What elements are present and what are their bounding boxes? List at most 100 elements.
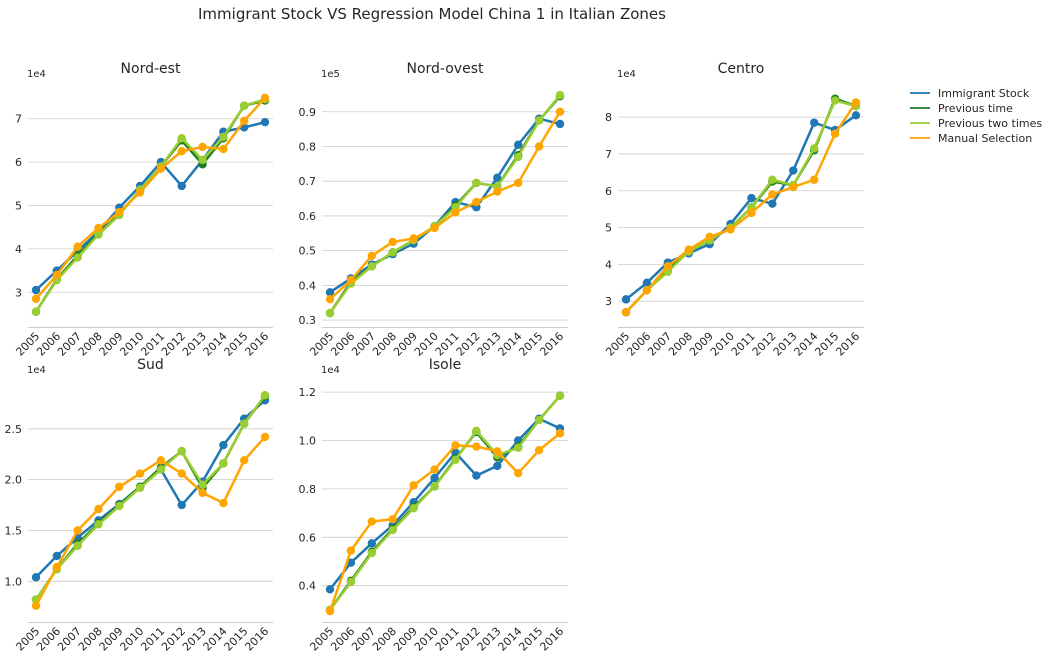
series-line [329, 111, 562, 301]
series-2 [621, 96, 861, 317]
data-point [260, 93, 270, 103]
data-point [472, 442, 481, 451]
data-point [663, 262, 673, 271]
data-point [621, 308, 631, 317]
data-point [493, 447, 502, 456]
data-point [198, 488, 207, 498]
data-point [367, 251, 377, 261]
y-tick-label: 1.2 [299, 386, 317, 399]
data-point [31, 601, 41, 610]
data-point [115, 207, 124, 217]
data-point [260, 432, 270, 442]
data-point [219, 440, 228, 450]
series-line [34, 99, 266, 313]
data-point [621, 295, 631, 304]
data-point [726, 225, 735, 234]
data-point [73, 253, 82, 262]
legend-label: Previous time [938, 102, 1013, 115]
data-point [198, 142, 207, 152]
y-tick-label: 0.4 [299, 580, 317, 593]
x-tick-label: 2016 [833, 330, 862, 359]
data-point [534, 415, 544, 425]
y-tick-label: 2.0 [5, 474, 23, 487]
y-tick-label: 5 [605, 222, 612, 235]
data-point [789, 166, 798, 175]
y-tick-label: 2.5 [5, 423, 23, 436]
data-point [555, 90, 565, 100]
series-1 [325, 91, 565, 318]
data-point [642, 285, 652, 295]
y-tick-label: 1.0 [5, 575, 23, 588]
data-point [493, 187, 502, 196]
data-point [94, 230, 103, 239]
data-point [534, 116, 544, 125]
data-point [451, 441, 460, 450]
data-point [325, 585, 335, 594]
data-point [239, 116, 249, 126]
legend-label: Previous two times [938, 117, 1042, 130]
data-point [555, 391, 565, 400]
data-point [367, 539, 377, 548]
y-tick-label: 0.6 [299, 531, 317, 544]
data-point [367, 262, 377, 271]
data-point [388, 248, 397, 257]
data-point [642, 278, 652, 288]
data-point [177, 446, 186, 456]
y-tick-label: 0.5 [299, 245, 317, 258]
y-tick-label: 0.9 [299, 106, 317, 119]
subplot-2: 3456782005200620072008200920102011201220… [603, 61, 864, 359]
data-point [409, 234, 418, 243]
series-2 [325, 90, 565, 318]
data-point [325, 308, 335, 318]
data-point [198, 480, 207, 489]
series-1 [31, 392, 270, 604]
series-line [34, 394, 267, 601]
x-tick-label: 2016 [242, 625, 271, 654]
y-tick-label: 6 [605, 185, 612, 198]
data-point [219, 132, 228, 142]
data-point [31, 294, 41, 303]
data-point [367, 517, 377, 526]
data-point [555, 107, 565, 116]
subplot-1: 0.30.40.50.60.70.80.92005200620072008200… [299, 61, 568, 359]
y-exponent-label: 1e4 [27, 365, 46, 376]
data-point [177, 181, 186, 191]
data-point [177, 134, 186, 143]
figure-title: Immigrant Stock VS Regression Model Chin… [198, 5, 666, 23]
data-point [73, 242, 82, 251]
y-exponent-label: 1e4 [27, 69, 46, 80]
series-line [328, 94, 561, 314]
data-point [513, 178, 523, 188]
data-point [513, 443, 523, 452]
data-point [451, 455, 460, 465]
subplot-0: 3456720052006200720082009201020112012201… [13, 61, 273, 359]
data-point [430, 465, 439, 474]
data-point [135, 188, 145, 197]
series-line [35, 97, 266, 300]
y-tick-label: 5 [15, 200, 22, 213]
series-3 [621, 98, 861, 317]
data-point [94, 504, 103, 514]
data-point [346, 546, 356, 555]
data-point [472, 426, 481, 436]
data-point [472, 197, 481, 207]
data-point [684, 245, 693, 254]
series-3 [325, 107, 565, 304]
y-exponent-label: 1e4 [617, 69, 636, 80]
series-line [329, 394, 561, 611]
data-point [260, 117, 270, 127]
y-tick-label: 7 [15, 113, 22, 126]
data-point [73, 541, 82, 550]
data-point [451, 208, 460, 217]
data-point [830, 96, 840, 105]
subplot-title: Nord-ovest [407, 61, 485, 77]
data-point [219, 144, 228, 154]
data-point [31, 285, 41, 295]
y-tick-label: 4 [605, 258, 612, 271]
series-line [328, 394, 561, 611]
data-point [472, 178, 481, 188]
subplot-title: Sud [137, 357, 164, 373]
subplot-4: 0.40.60.81.01.22005200620072008200920102… [299, 357, 568, 654]
series-line [328, 95, 561, 314]
series-line [34, 395, 266, 601]
